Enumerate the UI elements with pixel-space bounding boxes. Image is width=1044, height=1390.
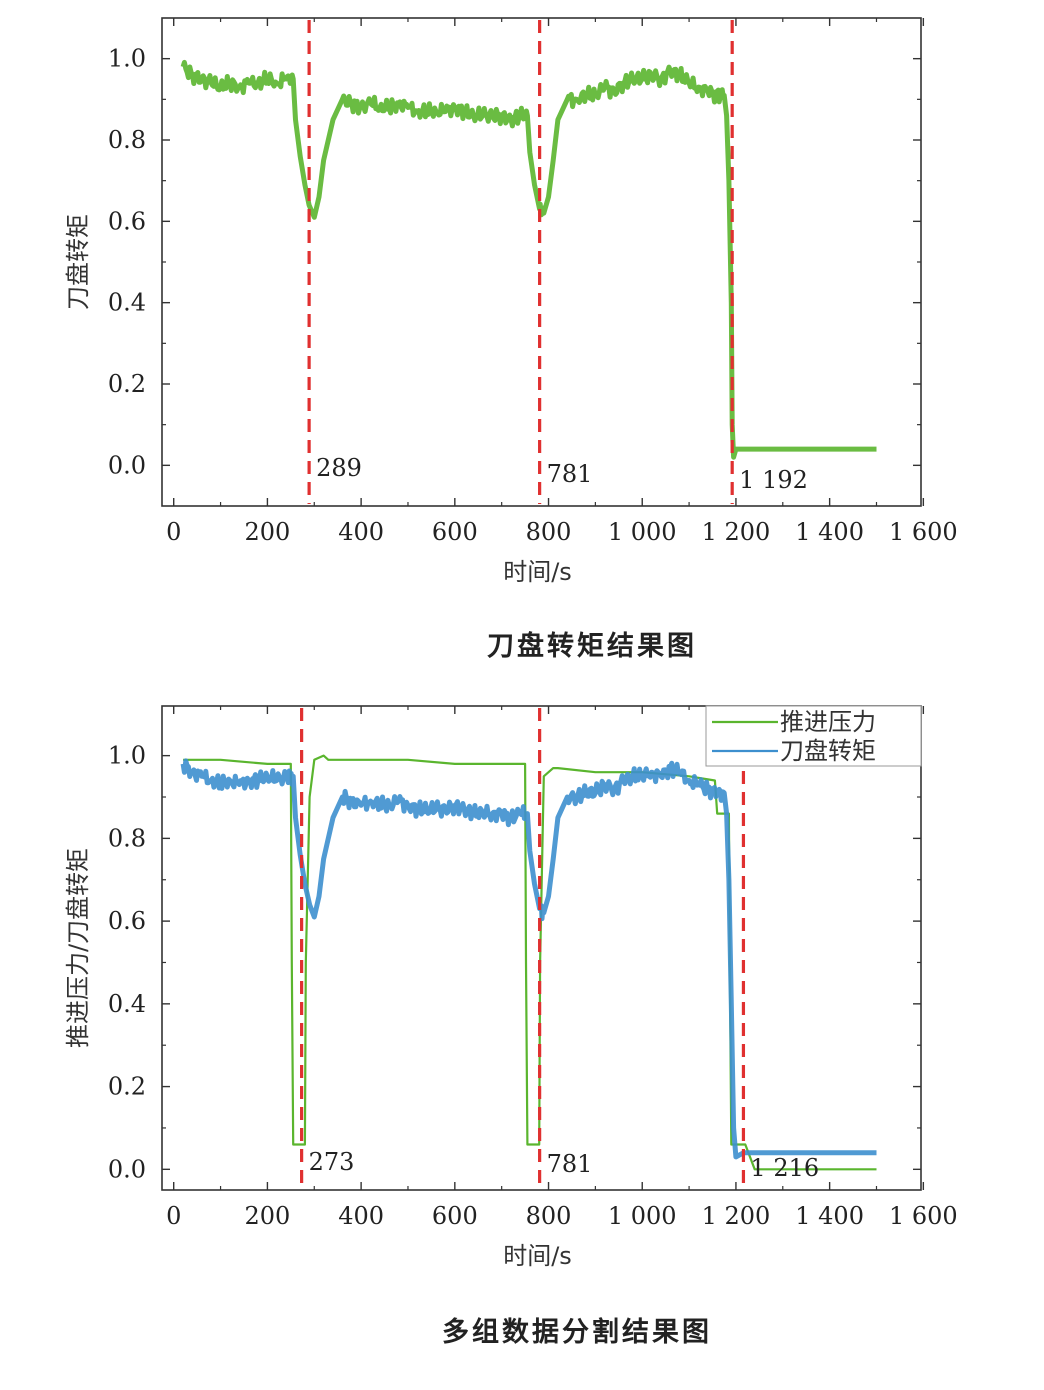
y-tick-label: 0.2 bbox=[108, 1073, 146, 1101]
x-tick-label: 1 200 bbox=[702, 1202, 771, 1230]
x-axis-title: 时间/s bbox=[503, 1242, 572, 1270]
y-tick-label: 0.8 bbox=[108, 126, 146, 154]
split-marker-label: 781 bbox=[547, 460, 593, 488]
x-tick-label: 1 400 bbox=[795, 1202, 864, 1230]
legend-box bbox=[705, 705, 922, 767]
y-tick-label: 1.0 bbox=[108, 742, 146, 770]
y-tick-label: 0.0 bbox=[108, 1155, 146, 1183]
caption-multi-series-chart: 多组数据分割结果图 bbox=[442, 1317, 712, 1348]
plot-frame bbox=[161, 17, 922, 507]
y-tick-label: 0.4 bbox=[108, 289, 146, 317]
x-tick-label: 0 bbox=[166, 1202, 181, 1230]
split-marker-label: 273 bbox=[309, 1148, 355, 1176]
x-tick-label: 600 bbox=[432, 518, 478, 546]
y-axis-title: 推进压力/刀盘转矩 bbox=[64, 848, 92, 1048]
x-tick-label: 1 000 bbox=[608, 518, 677, 546]
plot-frame bbox=[161, 705, 922, 1191]
x-tick-label: 400 bbox=[338, 518, 384, 546]
series-line bbox=[180, 59, 877, 460]
split-marker-label: 289 bbox=[316, 454, 362, 482]
x-tick-label: 400 bbox=[338, 1202, 384, 1230]
y-tick-label: 0.6 bbox=[108, 907, 146, 935]
y-tick-label: 0.0 bbox=[108, 451, 146, 479]
legend-label: 推进压力 bbox=[780, 708, 876, 736]
split-marker-label: 1 216 bbox=[750, 1154, 819, 1182]
x-tick-label: 1 600 bbox=[889, 1202, 958, 1230]
torque-chart: 0 200 400 600 800 1 000 1 200 1 400 1 600 0.0 0.2 0… bbox=[64, 17, 958, 586]
x-tick-label: 800 bbox=[526, 518, 572, 546]
y-tick-label: 0.4 bbox=[108, 990, 146, 1018]
y-tick-label: 0.2 bbox=[108, 370, 146, 398]
x-tick-label: 1 600 bbox=[889, 518, 958, 546]
split-marker-label: 1 192 bbox=[739, 466, 808, 494]
y-tick-label: 1.0 bbox=[108, 45, 146, 73]
x-tick-label: 1 400 bbox=[795, 518, 864, 546]
legend-label: 刀盘转矩 bbox=[780, 737, 876, 765]
x-tick-label: 1 000 bbox=[608, 1202, 677, 1230]
y-axis-title: 刀盘转矩 bbox=[64, 214, 92, 310]
caption-torque-chart: 刀盘转矩结果图 bbox=[487, 631, 697, 662]
series-1 bbox=[180, 59, 877, 460]
x-tick-label: 200 bbox=[245, 518, 291, 546]
multi-series-chart: 0 200 400 600 800 1 000 1 200 1 400 1 600 0.0 0.2 0… bbox=[64, 705, 958, 1270]
y-tick-label: 0.6 bbox=[108, 207, 146, 235]
x-tick-label: 800 bbox=[526, 1202, 572, 1230]
x-axis-title: 时间/s bbox=[503, 558, 572, 586]
series-line bbox=[180, 758, 877, 1160]
y-tick-label: 0.8 bbox=[108, 824, 146, 852]
x-tick-label: 200 bbox=[245, 1202, 291, 1230]
x-tick-label: 1 200 bbox=[702, 518, 771, 546]
x-tick-label: 0 bbox=[166, 518, 181, 546]
split-marker-label: 781 bbox=[547, 1150, 593, 1178]
x-tick-label: 600 bbox=[432, 1202, 478, 1230]
series-2 bbox=[180, 758, 877, 1160]
